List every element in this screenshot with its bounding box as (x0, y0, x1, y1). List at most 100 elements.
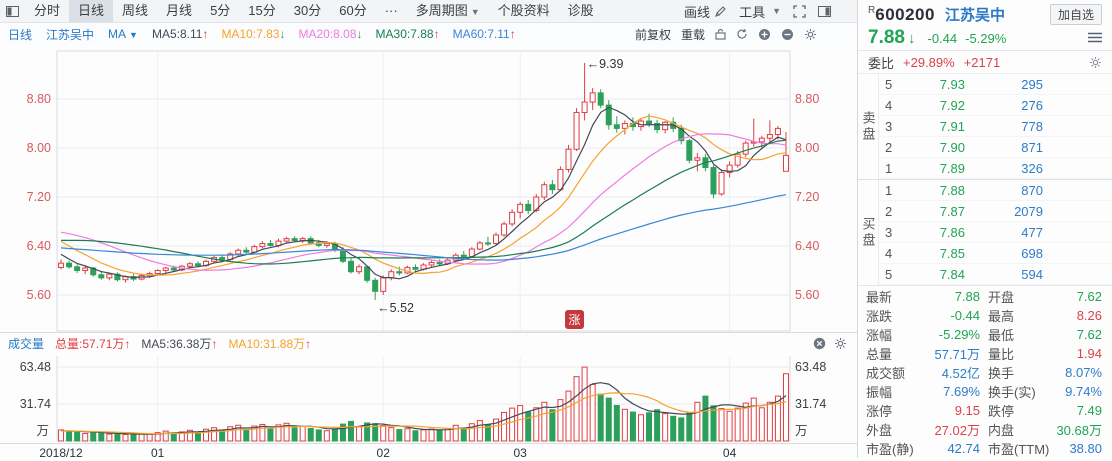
weibi-row: 委比 +29.89% +2171 (858, 51, 1112, 74)
volume-header-icons (813, 337, 857, 350)
add-watchlist-button[interactable]: 加自选 (1049, 4, 1102, 25)
volume-chart-pane[interactable]: 63.48 63.48 31.74 31.74 万 万 (0, 354, 857, 443)
orderbook-row[interactable]: 3 7.91 778 (879, 116, 1112, 137)
tab-···[interactable]: ··· (384, 3, 398, 18)
date-tick-label: 02 (376, 446, 390, 460)
orderbook-row[interactable]: 5 7.93 295 (879, 74, 1112, 95)
volume-bar-chart[interactable]: 63.48 63.48 31.74 31.74 万 万 (0, 354, 857, 443)
svg-text:万: 万 (36, 424, 49, 438)
stat-涨幅: 涨幅 -5.29% (866, 327, 980, 343)
volume-title[interactable]: 成交量 (8, 337, 45, 351)
stat-最新: 最新 7.88 (866, 289, 980, 305)
date-tick-label: 04 (722, 446, 737, 460)
tab-30分[interactable]: 30分 (293, 3, 322, 18)
orderbook-row[interactable]: 1 7.88 870 (879, 180, 1112, 201)
zoom-out-icon[interactable] (781, 28, 794, 41)
svg-text:8.00: 8.00 (795, 141, 819, 155)
stock-name[interactable]: 江苏吴中 (944, 7, 1005, 24)
price-chart-pane[interactable]: 8.80 8.80 8.00 8.00 7.20 7.20 6.40 6.40 5.60 5.60… (0, 45, 857, 332)
stat-内盘: 内盘 30.68万 (988, 423, 1102, 438)
tab-个股资料[interactable]: 个股资料 (497, 3, 550, 18)
stat-row: 成交额 4.52亿 换手 8.07% (858, 363, 1112, 382)
stat-row: 涨幅 -5.29% 最低 7.62 (858, 325, 1112, 344)
stat-量比: 量比 1.94 (988, 346, 1102, 362)
ma-indicator-1: MA5:8.11↑ (151, 27, 209, 41)
orderbook-row[interactable]: 4 7.85 698 (879, 243, 1112, 264)
period-label[interactable]: 日线 (8, 27, 33, 42)
tab-日线[interactable]: 日线 (69, 0, 114, 22)
orderbook-level: 5 (885, 76, 893, 92)
svg-text:7.20: 7.20 (27, 190, 51, 204)
orderbook-row[interactable]: 5 7.84 594 (879, 264, 1112, 285)
stat-row: 振幅 7.69% 换手(实) 9.74% (858, 382, 1112, 401)
lock-icon[interactable] (715, 28, 726, 40)
fullscreen-icon[interactable] (793, 4, 806, 18)
orderbook-row[interactable]: 1 7.89 326 (879, 158, 1112, 179)
up-arrow-icon: ↑ (509, 27, 516, 41)
event-badge (565, 310, 584, 329)
refresh-icon[interactable] (736, 28, 748, 40)
tools-dropdown[interactable]: 工具 ▼ (739, 2, 781, 21)
pencil-icon (715, 5, 726, 17)
tab-多周期图[interactable]: 多周期图 ▼ (415, 3, 480, 18)
stat-振幅: 振幅 7.69% (866, 384, 980, 400)
reload-button[interactable]: 重载 (680, 27, 705, 42)
orderbook-vol: 594 (1021, 266, 1043, 282)
stat-row: 涨跌 -0.44 最高 8.26 (858, 306, 1112, 325)
draw-line-button[interactable]: 画线 (684, 2, 727, 21)
candlestick-chart[interactable]: 8.80 8.80 8.00 8.00 7.20 7.20 6.40 6.40 5.60 5.60… (0, 45, 857, 332)
stat-涨停: 涨停 9.15 (866, 403, 980, 419)
tab-15分[interactable]: 15分 (248, 3, 276, 18)
orderbook-vol: 295 (1021, 76, 1043, 92)
buy-rows: 1 7.88 870 2 7.87 2079 3 7.86 477 4 7.85 698 5 7.84 59… (879, 180, 1112, 285)
orderbook-level: 4 (885, 245, 893, 261)
orderbook-level: 1 (885, 160, 893, 176)
tab-5分[interactable]: 5分 (210, 3, 231, 18)
orderbook-row[interactable]: 2 7.90 871 (879, 137, 1112, 158)
stat-row: 最新 7.88 开盘 7.62 (858, 287, 1112, 306)
main-toolbar: 分时 日线 周线 月线 5分 15分 30分 60分 ··· 多周期图 ▼ 个股资料 诊股 画线 工具 … (0, 0, 857, 23)
gear-icon[interactable] (834, 337, 847, 350)
gear-icon[interactable] (804, 28, 817, 41)
orderbook-price: 7.89 (939, 160, 965, 176)
toolbar-tabs: 分时 日线 周线 月线 5分 15分 30分 60分 ··· 多周期图 ▼ 个股资料 诊股 (25, 0, 603, 22)
tools-label: 工具 (739, 4, 766, 20)
orderbook-vol: 698 (1021, 245, 1043, 261)
tab-月线[interactable]: 月线 (166, 3, 193, 18)
panel-layout-icon[interactable] (0, 5, 25, 17)
sidebar-toggle-icon[interactable] (818, 5, 831, 17)
weicha-value: +2171 (963, 54, 1001, 70)
tab-分时[interactable]: 分时 (34, 3, 61, 18)
svg-text:6.40: 6.40 (795, 239, 819, 253)
orderbook-price: 7.90 (939, 139, 965, 155)
last-price: 7.88 (868, 27, 905, 48)
zoom-in-icon[interactable] (758, 28, 771, 41)
svg-text:6.40: 6.40 (27, 239, 51, 253)
weibi-value: +29.89% (903, 54, 955, 70)
orderbook-row[interactable]: 2 7.87 2079 (879, 201, 1112, 222)
ma-selector[interactable]: MA ▼ (108, 27, 138, 41)
volume-ma10-label: MA10:31.88万↑ (228, 337, 312, 351)
tab-诊股[interactable]: 诊股 (567, 3, 594, 18)
svg-text:63.48: 63.48 (20, 360, 51, 374)
list-menu-icon[interactable] (1088, 31, 1102, 46)
chevron-down-icon: ▼ (129, 30, 138, 40)
orderbook-row[interactable]: 4 7.92 276 (879, 95, 1112, 116)
gear-icon[interactable] (1089, 56, 1102, 69)
tab-60分[interactable]: 60分 (339, 3, 367, 18)
svg-text:63.48: 63.48 (795, 360, 826, 374)
orderbook-vol: 871 (1021, 139, 1043, 155)
close-icon[interactable] (813, 337, 826, 350)
stock-name-label[interactable]: 江苏吴中 (46, 27, 95, 42)
adjust-mode-button[interactable]: 前复权 (634, 27, 671, 42)
svg-text:31.74: 31.74 (20, 397, 51, 411)
orderbook-row[interactable]: 3 7.86 477 (879, 222, 1112, 243)
stat-换手(实): 换手(实) 9.74% (988, 384, 1102, 400)
subtoolbar-right-group: 前复权 重载 (635, 26, 857, 43)
svg-text:8.00: 8.00 (27, 141, 51, 155)
tab-周线[interactable]: 周线 (122, 3, 149, 18)
quote-header: R 600200 江苏吴中 加自选 7.88 ↓ -0.44 -5.29% (858, 0, 1112, 51)
orderbook-price: 7.85 (939, 245, 965, 261)
orderbook-price: 7.86 (939, 224, 965, 240)
